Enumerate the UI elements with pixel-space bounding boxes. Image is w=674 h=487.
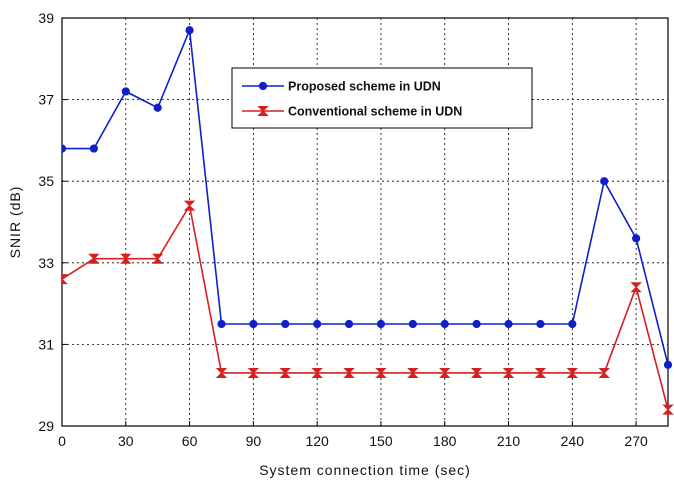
- data-point: [313, 319, 322, 329]
- data-point: [504, 319, 513, 329]
- data-point: [247, 367, 260, 378]
- data-point: [662, 404, 674, 415]
- x-tick-label: 210: [497, 433, 521, 449]
- data-point: [534, 367, 547, 378]
- legend-item: Conventional scheme in UDN: [242, 105, 462, 119]
- data-point: [88, 253, 100, 264]
- y-tick-label: 31: [38, 336, 54, 352]
- y-axis-label: SNIR (dB): [7, 186, 23, 259]
- x-tick-label: 120: [305, 433, 329, 449]
- data-point: [472, 319, 481, 329]
- series: [62, 200, 674, 415]
- data-point: [375, 367, 387, 378]
- x-tick-label: 240: [561, 433, 585, 449]
- data-point: [62, 274, 68, 285]
- data-point: [376, 319, 386, 329]
- legend-item: Proposed scheme in UDN: [242, 80, 441, 94]
- legend-box: [231, 67, 533, 129]
- legend-label: Proposed scheme in UDN: [288, 80, 441, 94]
- data-point: [632, 234, 641, 243]
- data-point: [536, 319, 545, 329]
- data-point: [568, 319, 577, 329]
- data-point: [343, 367, 355, 378]
- x-tick-label: 180: [433, 433, 457, 449]
- x-tick-label: 270: [624, 433, 648, 449]
- data-point: [249, 319, 258, 329]
- data-point: [185, 26, 194, 35]
- data-point: [344, 319, 354, 329]
- data-point: [407, 367, 419, 378]
- y-tick-label: 37: [38, 92, 54, 108]
- data-point: [598, 367, 610, 378]
- x-tick-label: 30: [118, 433, 134, 449]
- series-line: [62, 29, 669, 365]
- data-point: [89, 144, 98, 153]
- data-point: [121, 87, 130, 96]
- legend-label: Conventional scheme in UDN: [288, 105, 462, 119]
- data-point: [215, 367, 228, 378]
- data-point: [566, 367, 579, 378]
- x-tick-label: 90: [246, 433, 262, 449]
- x-axis-label: System connection time (sec): [259, 462, 471, 478]
- data-point: [281, 319, 290, 329]
- data-point: [258, 81, 268, 91]
- data-point: [440, 319, 449, 329]
- data-point: [183, 200, 196, 211]
- y-tick-label: 33: [38, 255, 54, 271]
- series: [62, 26, 673, 369]
- data-point: [600, 177, 609, 186]
- y-axis: 29 31 33 35 37 39: [38, 10, 67, 434]
- data-point: [502, 367, 515, 378]
- x-tick-label: 150: [369, 433, 393, 449]
- series-layer: [62, 26, 674, 415]
- data-point: [257, 106, 269, 116]
- x-tick-label: 0: [58, 433, 66, 449]
- data-point: [470, 367, 483, 378]
- data-point: [311, 367, 323, 378]
- data-point: [279, 367, 291, 378]
- y-tick-label: 29: [38, 418, 54, 434]
- y-tick-label: 35: [38, 173, 54, 189]
- data-point: [439, 367, 451, 378]
- plot-frame: [61, 17, 669, 427]
- x-tick-label: 60: [182, 433, 198, 449]
- data-point: [217, 319, 226, 329]
- legend: Proposed scheme in UDN Conventional schem…: [231, 67, 533, 129]
- data-point: [120, 253, 132, 264]
- data-point: [153, 103, 162, 112]
- y-tick-label: 39: [38, 10, 54, 26]
- series-line: [62, 203, 669, 410]
- data-point: [62, 144, 67, 153]
- data-point: [630, 282, 642, 293]
- grid: [62, 18, 668, 426]
- data-point: [663, 360, 673, 369]
- x-axis: 0 30 60 90 120 150 180 210 240 270: [58, 421, 648, 449]
- data-point: [151, 253, 164, 264]
- data-point: [408, 319, 417, 329]
